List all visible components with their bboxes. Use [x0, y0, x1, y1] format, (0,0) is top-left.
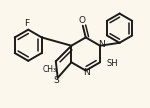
Text: CH₃: CH₃ — [43, 65, 57, 74]
Text: N: N — [98, 40, 104, 49]
Text: O: O — [78, 16, 85, 25]
Text: SH: SH — [107, 59, 118, 68]
Text: F: F — [24, 19, 29, 28]
Text: S: S — [53, 76, 59, 85]
Text: N: N — [83, 68, 90, 77]
